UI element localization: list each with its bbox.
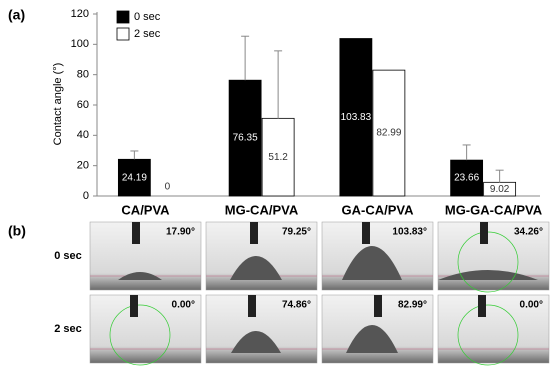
row-label: 2 sec: [54, 323, 82, 335]
column-header: GA-CA/PVA: [342, 202, 415, 217]
column-header: MG-CA/PVA: [225, 202, 299, 217]
y-tick-label: 100: [71, 38, 89, 50]
y-tick-label: 0: [83, 190, 89, 202]
value-label: 103.83: [341, 112, 372, 123]
value-label: 51.2: [268, 152, 288, 163]
droplet: [230, 256, 282, 280]
droplet: [346, 325, 398, 353]
bar: [450, 159, 484, 197]
y-tick-label: 20: [77, 160, 89, 172]
fit-circle: [109, 304, 171, 366]
needle: [374, 295, 382, 317]
bar: [261, 117, 295, 197]
value-label: 9.02: [490, 184, 510, 195]
bar: [372, 69, 406, 197]
legend-swatch: [116, 27, 130, 41]
needle: [478, 295, 486, 317]
droplet: [342, 246, 402, 280]
y-tick-label: 80: [77, 69, 89, 81]
needle: [248, 295, 256, 317]
photo: [437, 294, 550, 364]
y-tick-label: 40: [77, 129, 89, 141]
y-tick-label: 120: [71, 8, 89, 20]
photo: [89, 294, 202, 364]
value-label: 82.99: [376, 128, 401, 139]
bar: [228, 79, 262, 197]
angle-label: 74.86°: [282, 300, 311, 311]
needle: [362, 222, 370, 244]
value-label: 0: [165, 182, 171, 193]
legend-swatch: [116, 10, 130, 24]
y-tick-label: 60: [77, 99, 89, 111]
angle-label: 17.90°: [166, 227, 195, 238]
needle: [130, 295, 138, 317]
droplet: [231, 331, 281, 353]
needle: [480, 222, 488, 244]
angle-label: 82.99°: [398, 300, 427, 311]
value-label: 23.66: [454, 173, 479, 184]
bar: [339, 38, 373, 197]
droplet: [438, 270, 538, 280]
angle-label: 0.00°: [520, 300, 543, 311]
droplet: [118, 272, 162, 280]
angle-label: 103.83°: [392, 227, 427, 238]
panel-label: (a): [8, 7, 25, 23]
needle: [132, 222, 140, 244]
column-header: MG-GA-CA/PVA: [445, 202, 543, 217]
column-header: CA/PVA: [121, 202, 170, 217]
angle-label: 34.26°: [514, 227, 543, 238]
angle-label: 0.00°: [172, 300, 195, 311]
needle: [250, 222, 258, 244]
angle-label: 79.25°: [282, 227, 311, 238]
legend-label: 2 sec: [134, 28, 161, 40]
value-label: 24.19: [122, 172, 147, 183]
panel-label: (b): [8, 223, 26, 239]
y-axis-label: Contact angle (°): [52, 63, 64, 146]
value-label: 76.35: [233, 133, 258, 144]
fit-circle: [457, 304, 519, 366]
row-label: 0 sec: [54, 250, 82, 262]
legend-label: 0 sec: [134, 11, 161, 23]
